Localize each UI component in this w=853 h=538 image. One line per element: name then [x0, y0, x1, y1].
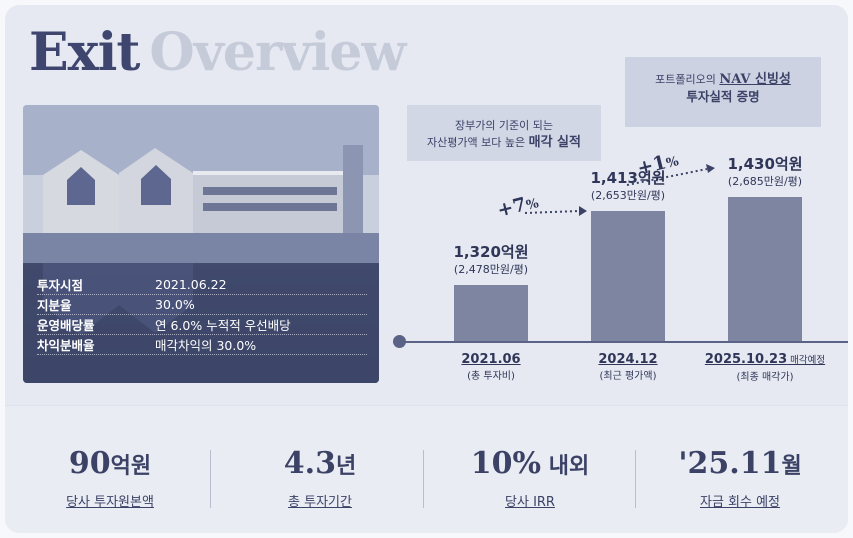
bar-sub-value: (2,478만원/평) [453, 263, 529, 276]
bar-sub-value: (2,653만원/평) [590, 189, 666, 202]
category-sub: (총 투자비) [467, 371, 515, 382]
growth-label: +7% [495, 190, 541, 221]
chart-bar [454, 285, 528, 341]
info-row: 투자시점 2021.06.22 [37, 275, 367, 295]
title-word-exit: Exit [29, 22, 140, 83]
chart-bar [728, 197, 802, 341]
callout-text: 포트폴리오의 [655, 73, 720, 86]
info-row: 차익분배율 매각차익의 30.0% [37, 335, 367, 355]
stat-unit: 년 [335, 454, 357, 479]
callout-line: 자산평가액 보다 높은 매각 실적 [407, 134, 601, 151]
chart-bar [591, 211, 665, 341]
info-row: 지분율 30.0% [37, 295, 367, 315]
stat-unit: 월 [781, 454, 802, 479]
bar-value: 1,413억원 [590, 169, 666, 187]
divider [423, 450, 424, 508]
bar-sub-value: (2,685만원/평) [727, 175, 803, 188]
callout-line: 장부가의 기준이 되는 [454, 119, 554, 132]
info-key: 지분율 [37, 298, 72, 313]
info-key: 차익분배율 [37, 338, 95, 353]
building-photo [23, 105, 379, 383]
chart-axis [393, 341, 848, 343]
stats-bar: 90억원 당사 투자원본액 4.3년 총 투자기간 10% 내외 당사 IRR … [5, 405, 848, 533]
info-key: 투자시점 [37, 278, 84, 293]
stat-number: 10% 내외 [425, 446, 635, 485]
category-sub: (최근 평가액) [599, 371, 657, 382]
divider [635, 450, 636, 508]
info-value: 30.0% [155, 297, 195, 312]
stat-value: 4.3 [283, 446, 336, 481]
page-title: Exit Overview [29, 27, 406, 79]
building-illustration [23, 105, 379, 383]
callout-line: 포트폴리오의 NAV 신빙성 [625, 71, 821, 88]
growth-value: +7 [494, 193, 529, 222]
callout-nav: 포트폴리오의 NAV 신빙성 투자실적 증명 [625, 57, 821, 127]
bar-value-label: 1,413억원 (2,653만원/평) [568, 169, 688, 205]
stat-period: 4.3년 총 투자기간 [215, 446, 425, 510]
bar-value-label: 1,320억원 (2,478만원/평) [431, 243, 551, 279]
bar-value: 1,320억원 [453, 243, 529, 261]
bar-value-label: 1,430억원 (2,685만원/평) [705, 155, 825, 191]
category-note: 매각예정 [787, 355, 826, 366]
stat-irr: 10% 내외 당사 IRR [425, 446, 635, 510]
stat-unit: 내외 [541, 454, 590, 479]
divider [210, 450, 211, 508]
info-value: 매각차익의 30.0% [155, 338, 257, 353]
category-date: 2025.10.23 매각예정 [704, 352, 826, 367]
callout-text: 보다 높은 [477, 136, 529, 149]
category-label: 2024.12 (최근 평가액) [548, 351, 708, 385]
stat-recovery: '25.11월 자금 회수 예정 [635, 446, 845, 510]
category-date: 2024.12 [598, 352, 658, 367]
category-date: 2021.06 [461, 352, 521, 367]
stat-value: 10% [470, 446, 542, 481]
investment-info-table: 투자시점 2021.06.22 지분율 30.0% 운영배당률 연 6.0% 누적적 … [37, 275, 367, 355]
callout-emphasis: 매각 실적 [528, 135, 581, 150]
stat-label: 당사 투자원본액 [66, 495, 154, 510]
stat-value: 90 [68, 446, 111, 481]
stat-label: 당사 IRR [505, 495, 555, 510]
callout-line: 투자실적 증명 [686, 89, 760, 104]
callout-text: 자산평가액 [427, 136, 478, 149]
axis-dot-icon [393, 335, 406, 348]
stat-unit: 억원 [110, 454, 152, 479]
category-sub: (최종 매각가) [736, 372, 794, 383]
stat-number: '25.11월 [635, 446, 845, 485]
stat-label: 총 투자기간 [288, 495, 352, 510]
stat-investment: 90억원 당사 투자원본액 [5, 446, 215, 510]
info-key: 운영배당률 [37, 318, 95, 333]
category-label: 2021.06 (총 투자비) [411, 351, 571, 385]
title-word-overview: Overview [149, 22, 406, 83]
stat-number: 4.3년 [215, 446, 425, 485]
category-label: 2025.10.23 매각예정 (최종 매각가) [685, 351, 845, 386]
stat-number: 90억원 [5, 446, 215, 485]
info-value: 2021.06.22 [155, 277, 227, 292]
bar-value: 1,430억원 [727, 155, 803, 173]
exit-overview-card: Exit Overview 투자시점 2021.06.22 지분율 30.0% 운영배… [5, 5, 848, 533]
info-row: 운영배당률 연 6.0% 누적적 우선배당 [37, 315, 367, 335]
stat-value: '25.11 [678, 446, 782, 481]
growth-unit: % [524, 196, 541, 214]
arrowhead-icon [579, 206, 587, 216]
callout-emphasis: NAV 신빙성 [719, 72, 791, 87]
callout-book-value: 장부가의 기준이 되는 자산평가액 보다 높은 매각 실적 [407, 105, 601, 161]
stat-label: 자금 회수 예정 [699, 495, 781, 510]
info-value: 연 6.0% 누적적 우선배당 [155, 318, 291, 333]
